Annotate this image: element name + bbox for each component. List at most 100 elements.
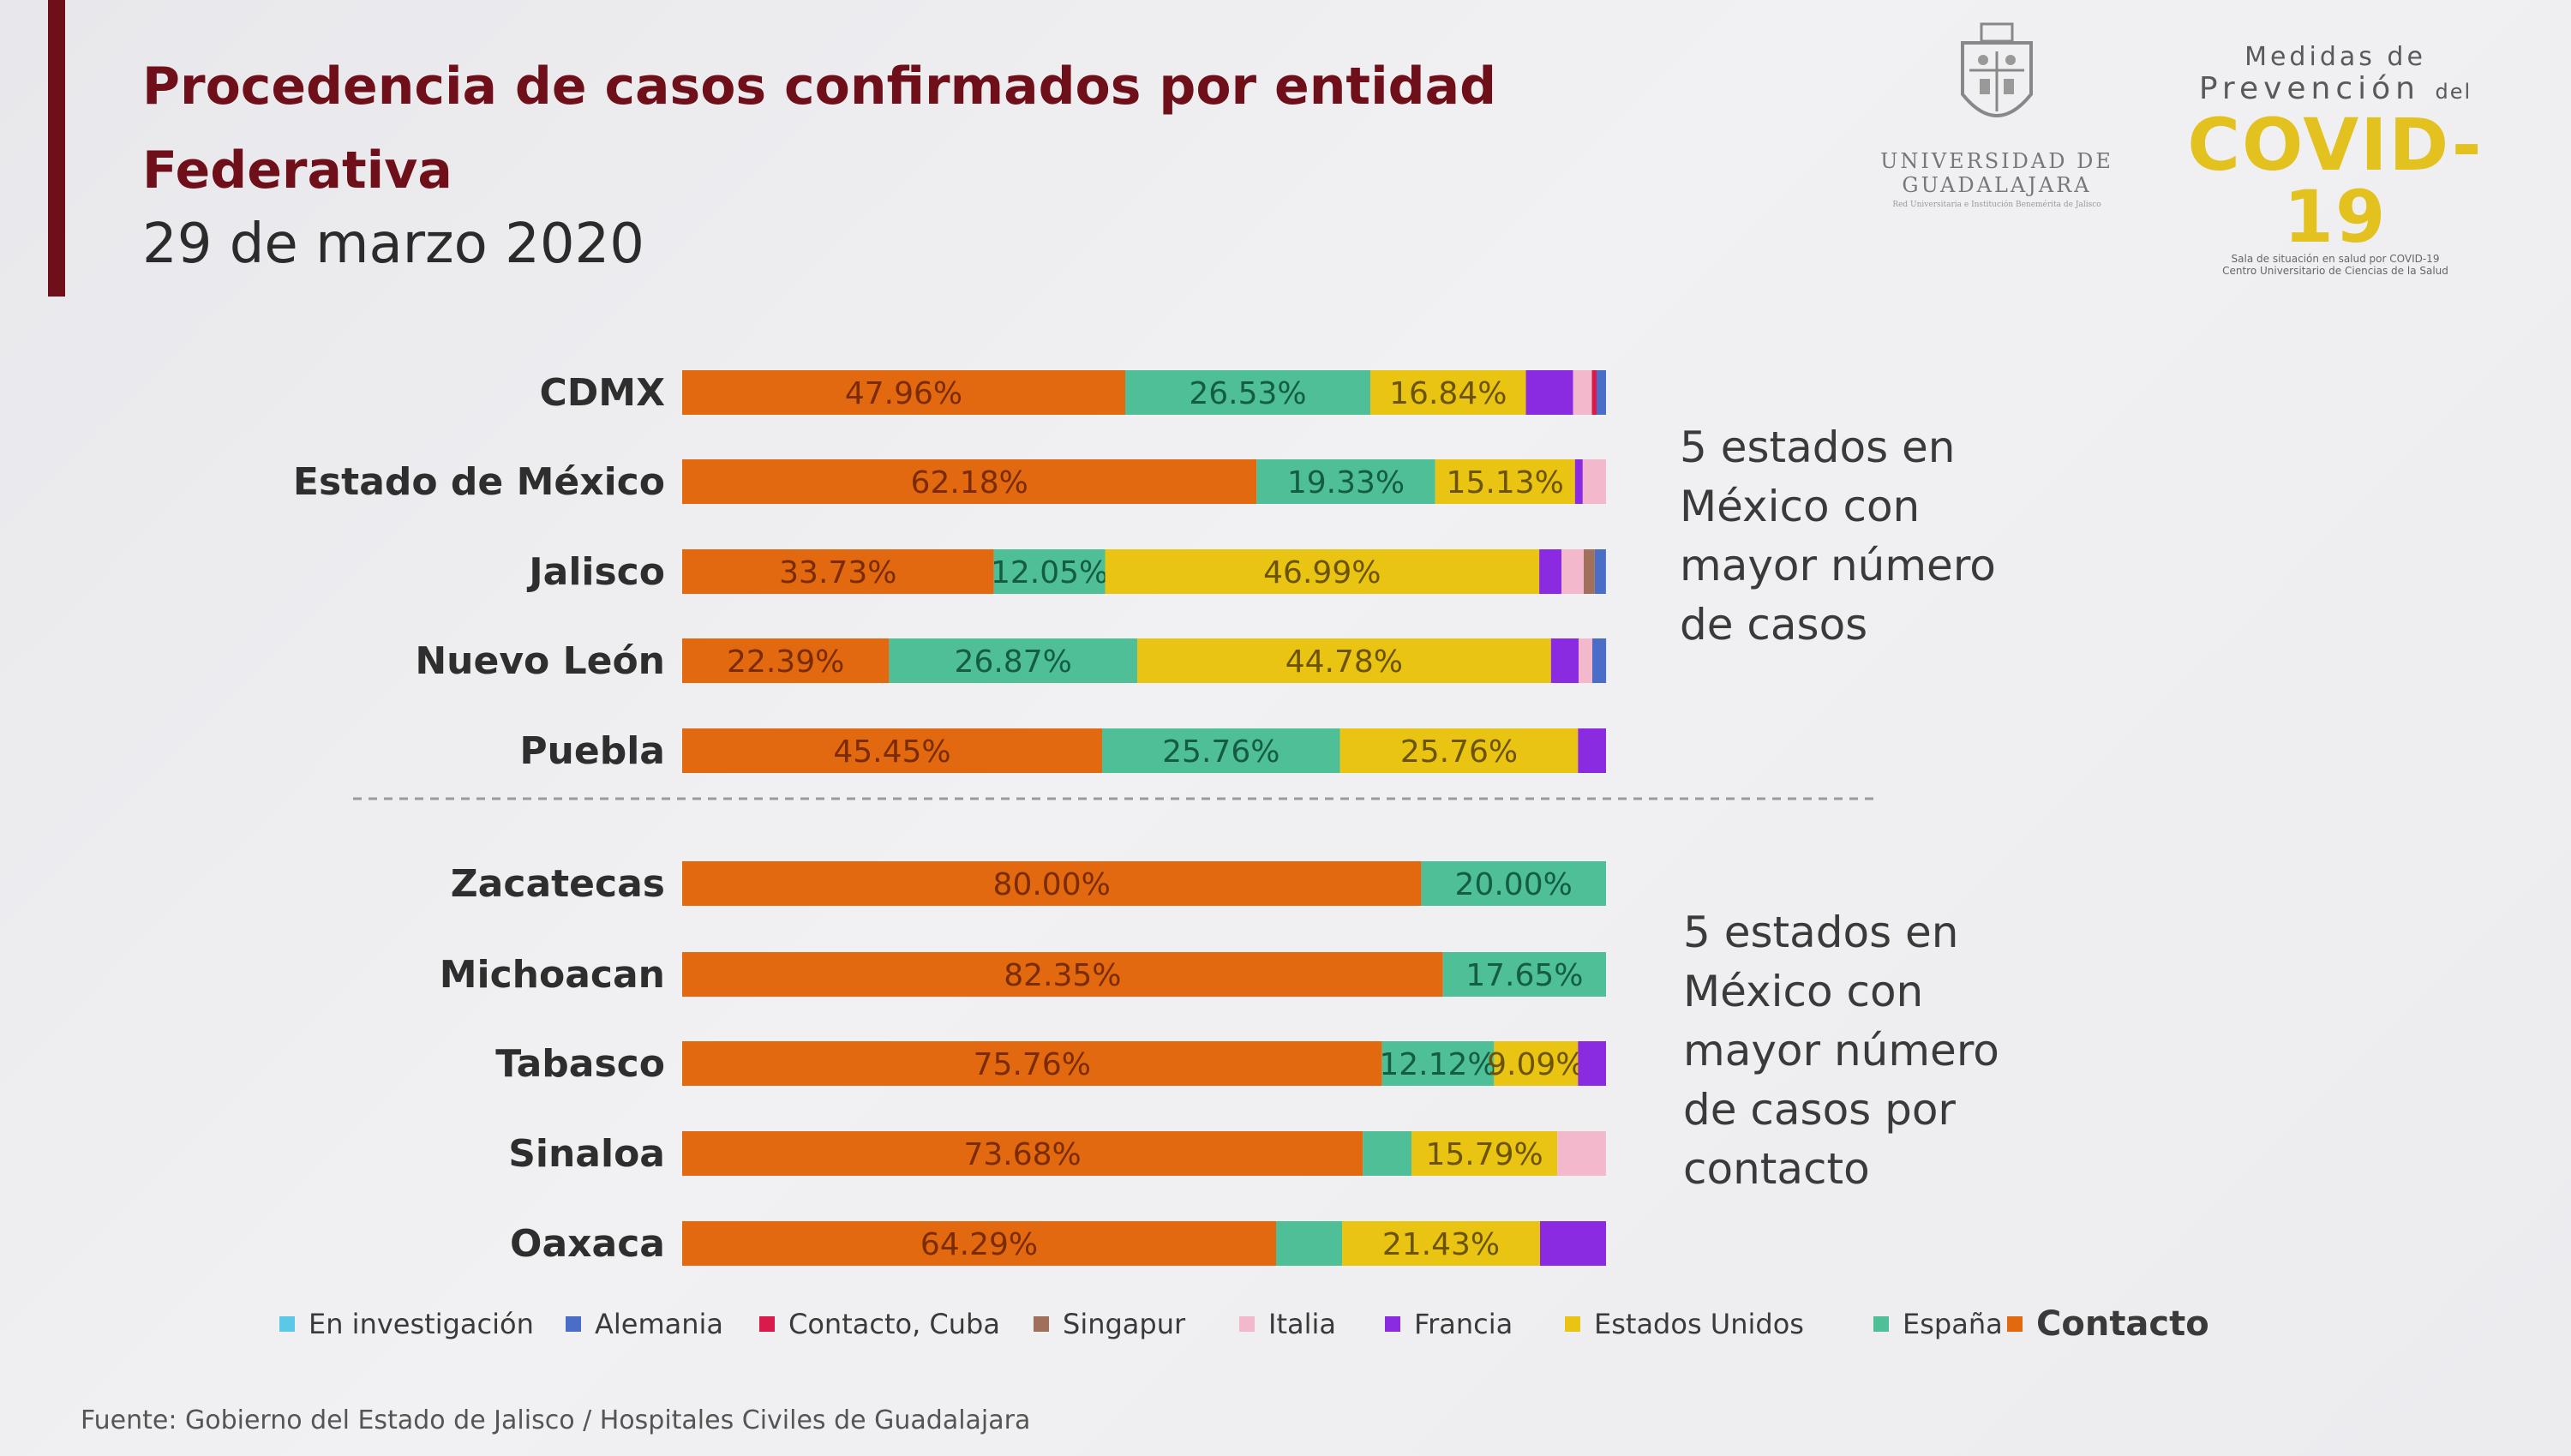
bar-segment bbox=[1579, 638, 1593, 683]
bar-segment bbox=[682, 1041, 1382, 1086]
bar-value-label: 12.12% bbox=[1379, 1047, 1496, 1082]
covid-logo-line-4: Sala de situación en salud por COVID-19 bbox=[2231, 253, 2440, 265]
covid-logo-prevencion: Prevención bbox=[2198, 71, 2420, 106]
category-label: Michoacan bbox=[440, 953, 665, 997]
bar-value-label: 9.09% bbox=[1487, 1047, 1585, 1082]
caption-bottom-line: contacto bbox=[1683, 1144, 1870, 1194]
legend-swatch bbox=[566, 1316, 581, 1332]
bar-segment bbox=[1370, 370, 1526, 415]
bar-value-label: 25.76% bbox=[1162, 734, 1280, 770]
bar-segment bbox=[1540, 1221, 1606, 1266]
legend-swatch bbox=[1239, 1316, 1255, 1332]
bar-segment bbox=[682, 638, 890, 683]
bar-value-label: 62.18% bbox=[911, 465, 1028, 500]
legend-label: Singapur bbox=[1063, 1308, 1186, 1340]
covid-logo-del: del bbox=[2435, 80, 2472, 104]
category-label: Estado de México bbox=[293, 460, 665, 504]
caption-bottom-line: de casos por bbox=[1683, 1085, 1956, 1135]
covid-logo-title: COVID-19 bbox=[2187, 103, 2484, 259]
legend-swatch bbox=[1565, 1316, 1580, 1332]
bar-segment bbox=[1125, 370, 1370, 415]
bar-segment bbox=[1595, 549, 1606, 594]
bar-segment bbox=[1578, 1041, 1606, 1086]
bar-value-label: 73.68% bbox=[963, 1137, 1081, 1172]
udg-logo: UNIVERSIDAD DE GUADALAJARA Red Universit… bbox=[1877, 17, 2117, 214]
chart-legend: En investigación Alemania Contacto, Cuba Si… bbox=[279, 1303, 2250, 1345]
category-label: Tabasco bbox=[495, 1042, 665, 1086]
bar-value-label: 26.53% bbox=[1189, 376, 1306, 411]
bar-value-label: 15.79% bbox=[1425, 1137, 1543, 1172]
covid-logo-line-5: Centro Universitario de Ciencias de la S… bbox=[2222, 265, 2448, 277]
bar-segment bbox=[1421, 861, 1606, 906]
category-label: Jalisco bbox=[526, 550, 665, 594]
legend-swatch bbox=[279, 1316, 295, 1332]
legend-label: Italia bbox=[1268, 1308, 1336, 1340]
bar-segment bbox=[1584, 549, 1595, 594]
bar-value-label: 19.33% bbox=[1287, 465, 1405, 500]
bar-value-label: 21.43% bbox=[1382, 1227, 1500, 1262]
udg-tagline: Red Universitaria e Institución Beneméri… bbox=[1892, 201, 2101, 209]
bar-segment bbox=[1276, 1221, 1342, 1266]
udg-name-line-2: GUADALAJARA bbox=[1902, 173, 2092, 197]
category-label: Oaxaca bbox=[510, 1222, 665, 1266]
caption-bottom-contact-states: 5 estados en México con mayor número de … bbox=[1683, 903, 2043, 1199]
bar-segment bbox=[1561, 549, 1584, 594]
bar-value-label: 44.78% bbox=[1286, 644, 1403, 680]
bar-segment bbox=[1102, 728, 1340, 773]
page-title-line-2: Federativa bbox=[142, 141, 452, 201]
legend-item: Estados Unidos bbox=[1565, 1303, 1804, 1345]
covid-logo-line-2: Prevención del bbox=[2151, 72, 2520, 109]
bar-segment bbox=[1442, 952, 1606, 997]
bar-segment bbox=[682, 1131, 1363, 1176]
legend-item: España bbox=[1873, 1303, 2003, 1345]
bar-value-label: 25.76% bbox=[1400, 734, 1518, 770]
legend-label: Francia bbox=[1414, 1308, 1513, 1340]
bar-segment bbox=[1381, 1041, 1495, 1086]
caption-top-line: de casos bbox=[1680, 600, 1868, 650]
bar-segment bbox=[1557, 1131, 1606, 1176]
bar-value-label: 47.96% bbox=[845, 376, 962, 411]
bar-segment bbox=[1137, 638, 1551, 683]
bar-segment bbox=[682, 459, 1257, 504]
bar-value-label: 26.87% bbox=[955, 644, 1072, 680]
bar-value-label: 33.73% bbox=[779, 555, 896, 590]
legend-item: Francia bbox=[1385, 1303, 1513, 1345]
bar-segment bbox=[682, 861, 1422, 906]
legend-item: Contacto, Cuba bbox=[759, 1303, 1000, 1345]
legend-swatch bbox=[1385, 1316, 1400, 1332]
bar-segment bbox=[889, 638, 1138, 683]
bar-value-label: 45.45% bbox=[833, 734, 950, 770]
bar-value-label: 16.84% bbox=[1389, 376, 1507, 411]
bar-segment bbox=[1539, 549, 1562, 594]
bar-segment bbox=[1591, 370, 1597, 415]
legend-item: Contacto bbox=[2007, 1303, 2209, 1345]
bar-segment bbox=[682, 728, 1102, 773]
bar-segment bbox=[1494, 1041, 1579, 1086]
legend-label: Alemania bbox=[595, 1308, 724, 1340]
bar-segment bbox=[1363, 1131, 1411, 1176]
bar-value-label: 22.39% bbox=[727, 644, 844, 680]
caption-top-line: mayor número bbox=[1680, 541, 1996, 590]
udg-name-line-1: UNIVERSIDAD DE bbox=[1880, 149, 2113, 173]
bar-segment bbox=[1411, 1131, 1558, 1176]
bar-segment bbox=[1578, 728, 1606, 773]
bar-segment bbox=[1342, 1221, 1540, 1266]
page-date: 29 de marzo 2020 bbox=[142, 213, 644, 276]
category-label: Puebla bbox=[519, 729, 665, 773]
bar-value-label: 20.00% bbox=[1455, 867, 1573, 902]
bar-segment bbox=[1105, 549, 1540, 594]
legend-label: Estados Unidos bbox=[1594, 1308, 1804, 1340]
bar-value-label: 64.29% bbox=[920, 1227, 1038, 1262]
legend-swatch bbox=[2007, 1316, 2023, 1332]
title-accent-bar bbox=[48, 0, 65, 297]
legend-item: Singapur bbox=[1034, 1303, 1185, 1345]
caption-top-line: México con bbox=[1680, 482, 1921, 531]
bar-segment bbox=[682, 549, 994, 594]
bar-value-label: 17.65% bbox=[1465, 958, 1583, 993]
legend-item: En investigación bbox=[279, 1303, 534, 1345]
legend-label: En investigación bbox=[309, 1308, 534, 1340]
bar-segment bbox=[1574, 459, 1583, 504]
bar-segment bbox=[1256, 459, 1435, 504]
bars-group: CDMX 47.96% 26.53% 16.84% Estado de México 62… bbox=[293, 370, 1607, 1266]
